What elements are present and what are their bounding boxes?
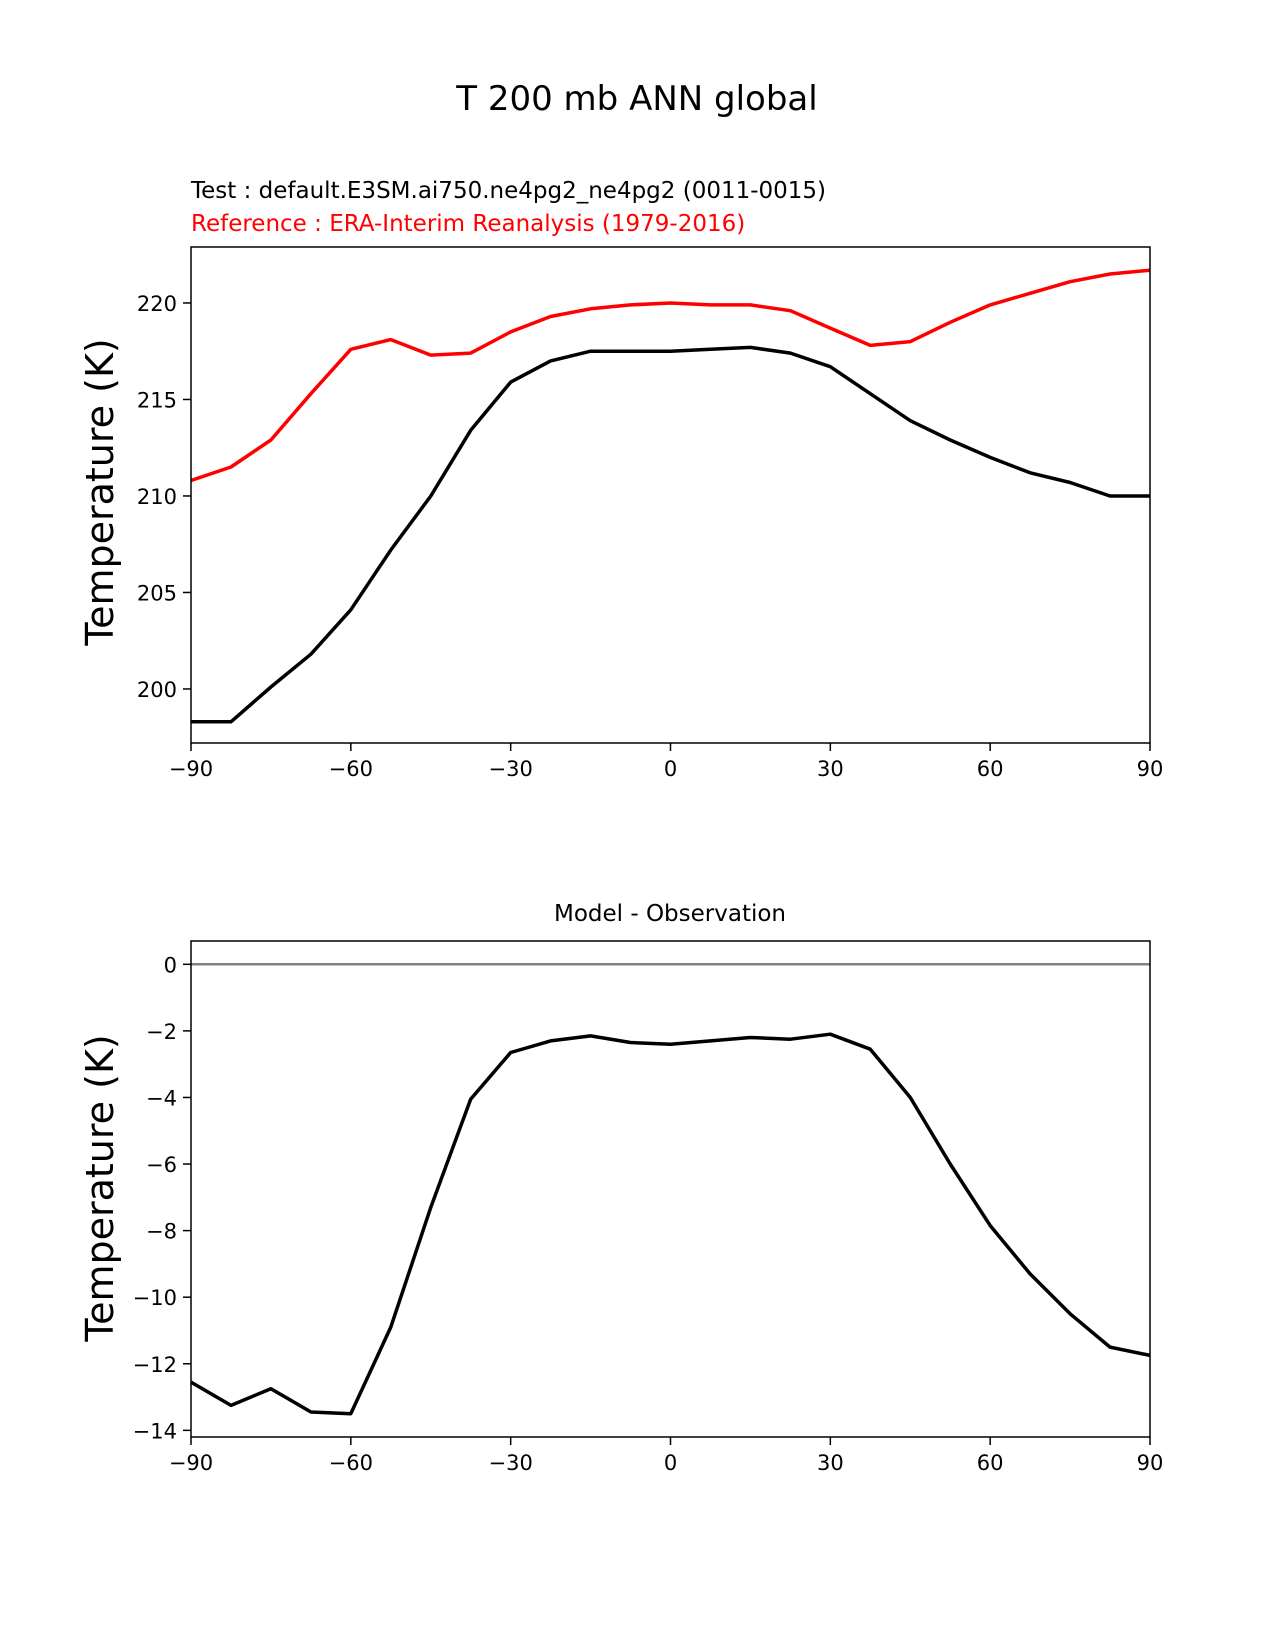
- x-tick-label: 0: [664, 1451, 677, 1475]
- y-tick-label: −8: [146, 1220, 177, 1244]
- x-tick-label: −90: [169, 757, 213, 781]
- y-tick-label: 220: [137, 292, 177, 316]
- x-tick-label: 30: [817, 757, 844, 781]
- x-tick-label: 60: [977, 757, 1004, 781]
- y-tick-label: −4: [146, 1086, 177, 1110]
- axes-frame: [190, 246, 1151, 744]
- y-tick-label: 215: [137, 388, 177, 412]
- y-tick-label: 0: [164, 953, 177, 977]
- x-tick-label: 60: [977, 1451, 1004, 1475]
- x-tick-label: −60: [329, 757, 373, 781]
- y-tick-label: 210: [137, 485, 177, 509]
- x-tick-label: −90: [169, 1451, 213, 1475]
- y-tick-label: −14: [133, 1419, 177, 1443]
- x-tick-label: 90: [1137, 1451, 1164, 1475]
- series-line-test: [191, 345, 1150, 724]
- y-tick-label: 205: [137, 581, 177, 605]
- x-tick-label: −30: [489, 1451, 533, 1475]
- y-tick-label: −10: [133, 1286, 177, 1310]
- figure-title: T 200 mb ANN global: [455, 79, 817, 119]
- series-line-model-observation: [190, 1032, 1151, 1416]
- series-line-reference: [190, 268, 1151, 483]
- top-ylabel: Temperature (K): [78, 338, 122, 646]
- reference-label: Reference : ERA-Interim Reanalysis (1979…: [191, 211, 745, 237]
- x-tick-label: 30: [817, 1451, 844, 1475]
- top-panel: Test : default.E3SM.ai750.ne4pg2_ne4pg2 …: [78, 178, 1163, 781]
- y-tick-label: −12: [133, 1353, 177, 1377]
- bottom-title: Model - Observation: [554, 901, 786, 927]
- x-tick-label: −30: [489, 757, 533, 781]
- x-tick-label: 0: [664, 757, 677, 781]
- axes-frame: [190, 940, 1151, 1438]
- test-label: Test : default.E3SM.ai750.ne4pg2_ne4pg2 …: [190, 178, 826, 204]
- bottom-ylabel: Temperature (K): [78, 1034, 122, 1342]
- x-tick-label: −60: [329, 1451, 373, 1475]
- y-tick-label: −2: [146, 1020, 177, 1044]
- bottom-panel: Model - Observation Temperature (K) −90 −…: [78, 901, 1163, 1475]
- y-tick-label: −6: [146, 1153, 177, 1177]
- y-tick-label: 200: [137, 678, 177, 702]
- x-tick-label: 90: [1137, 757, 1164, 781]
